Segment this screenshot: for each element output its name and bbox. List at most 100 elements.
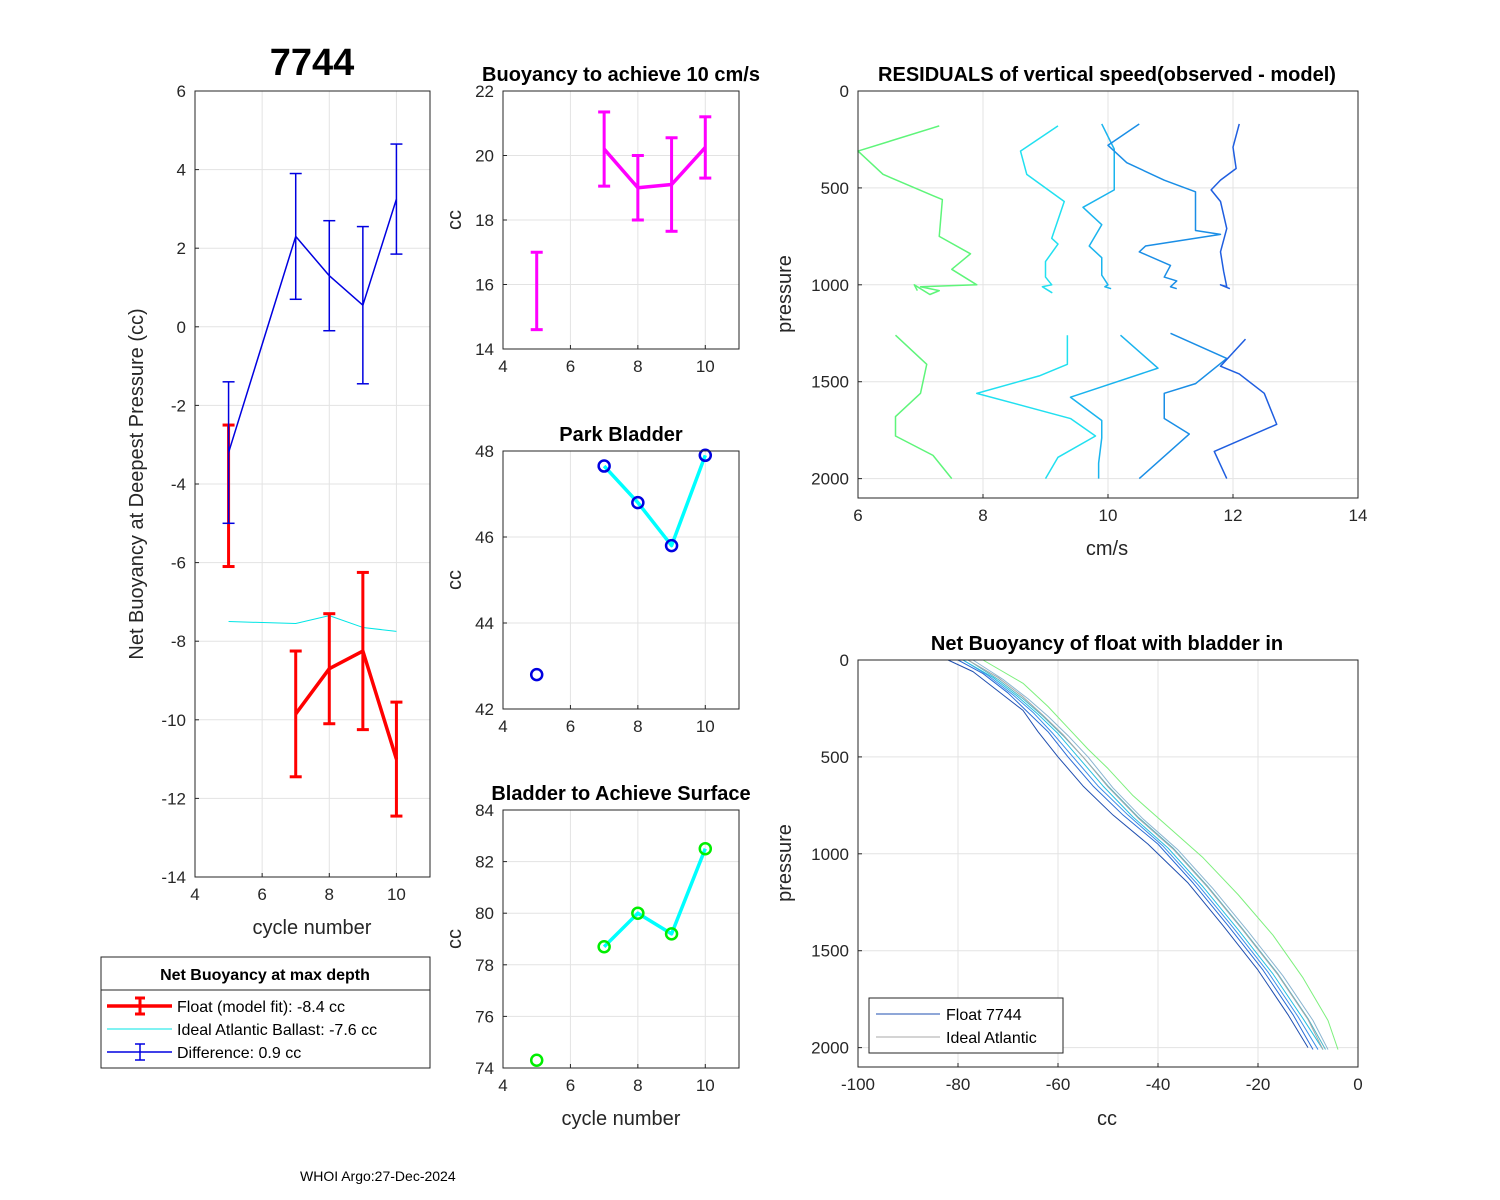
panel-profile-title: Net Buoyancy of float with bladder in bbox=[931, 633, 1283, 655]
main-xtick-label: 4 bbox=[190, 885, 199, 904]
legend-main-float-symbol bbox=[107, 996, 172, 1016]
residuals-xtick-label: 10 bbox=[1099, 506, 1118, 525]
surface-line bbox=[602, 848, 707, 948]
panel-main-ylabel: Net Buoyancy at Deepest Pressure (cc) bbox=[126, 308, 148, 659]
buoy10-ytick-label: 14 bbox=[475, 340, 494, 359]
residuals-ytick-label: 1500 bbox=[811, 373, 849, 392]
buoy10-ytick-label: 20 bbox=[475, 147, 494, 166]
surface-marker bbox=[597, 939, 611, 954]
surface-marker bbox=[664, 927, 679, 941]
main-ytick-label: -12 bbox=[161, 789, 186, 808]
residuals-light-blue-line bbox=[1082, 123, 1115, 290]
residuals-mid-blue-line bbox=[1107, 123, 1222, 290]
park-ytick-label: 42 bbox=[475, 700, 494, 719]
buoy10-errorbar bbox=[699, 115, 712, 180]
residuals-light-blue-line bbox=[1069, 334, 1159, 479]
main-ytick-label: -14 bbox=[161, 868, 186, 887]
park-ytick-label: 46 bbox=[475, 528, 494, 547]
main-xtick-label: 8 bbox=[325, 885, 334, 904]
surface-ytick-label: 80 bbox=[475, 904, 494, 923]
main-ytick-label: 6 bbox=[177, 82, 186, 101]
panel-surface-xlabel: cycle number bbox=[562, 1108, 681, 1130]
panel-park-ylabel: cc bbox=[444, 570, 466, 590]
panel-profile-xlabel: cc bbox=[1097, 1108, 1117, 1130]
panel-residuals-series bbox=[857, 123, 1278, 480]
profile-xtick-label: -20 bbox=[1246, 1075, 1271, 1094]
panel-surface-title: Bladder to Achieve Surface bbox=[491, 783, 750, 805]
panel-residuals-ticks: 6 8 10 12 14 0 500 1000 1500 2000 bbox=[811, 82, 1367, 525]
panel-profile-series bbox=[947, 659, 1339, 1050]
residuals-green-line bbox=[857, 125, 978, 296]
profile-ideal-4-line bbox=[967, 659, 1326, 1050]
residuals-ytick-label: 1000 bbox=[811, 276, 849, 295]
profile-ytick-label: 1000 bbox=[811, 845, 849, 864]
main-difference-errorbar bbox=[222, 381, 235, 525]
panel-buoy10-series bbox=[530, 110, 712, 332]
panel-surface-ylabel: cc bbox=[444, 929, 466, 949]
panel-main-xlabel: cycle number bbox=[253, 917, 372, 939]
panel-profile-ylabel: pressure bbox=[774, 824, 796, 902]
profile-xtick-label: -100 bbox=[841, 1075, 875, 1094]
main-float-errorbar bbox=[323, 612, 336, 726]
park-ytick-label: 48 bbox=[475, 442, 494, 461]
buoy10-xtick-label: 4 bbox=[498, 357, 507, 376]
residuals-ytick-label: 2000 bbox=[811, 470, 849, 489]
panel-profile: -100 -80 -60 -40 -20 0 0 500 1000 1500 2000 Net Bu… bbox=[774, 633, 1363, 1130]
legend-main-float-label: Float (model fit): -8.4 cc bbox=[177, 999, 345, 1016]
profile-ideal-atlantic-line bbox=[967, 659, 1324, 1050]
panel-main-difference-series bbox=[222, 143, 403, 525]
buoy10-ytick-label: 22 bbox=[475, 82, 494, 101]
panel-park-series bbox=[529, 448, 713, 682]
main-xtick-label: 10 bbox=[387, 885, 406, 904]
park-marker bbox=[631, 495, 645, 510]
main-float-errorbar bbox=[289, 649, 302, 779]
profile-ytick-label: 2000 bbox=[811, 1039, 849, 1058]
residuals-green-line bbox=[894, 334, 953, 480]
profile-ideal-1-line bbox=[957, 659, 1314, 1050]
main-ytick-label: -10 bbox=[161, 711, 186, 730]
park-xtick-label: 4 bbox=[498, 717, 507, 736]
panel-park-title: Park Bladder bbox=[559, 424, 683, 446]
buoy10-xtick-label: 10 bbox=[696, 357, 715, 376]
residuals-dark-blue-line bbox=[1213, 338, 1278, 479]
buoy10-line bbox=[602, 146, 707, 190]
surface-ytick-label: 84 bbox=[475, 801, 494, 820]
buoy10-errorbar bbox=[665, 136, 678, 233]
panel-surface-ticks: 4 6 8 10 74 76 78 80 82 84 bbox=[475, 801, 715, 1095]
buoy10-xtick-label: 8 bbox=[633, 357, 642, 376]
surface-ytick-label: 82 bbox=[475, 853, 494, 872]
park-marker bbox=[698, 448, 713, 463]
footer-stamp: WHOI Argo:27-Dec-2024 bbox=[300, 1168, 456, 1184]
panel-buoy10: 4 6 8 10 14 16 18 20 22 Buoyancy to achieve 10 c… bbox=[444, 64, 760, 376]
main-difference-errorbar bbox=[390, 143, 403, 255]
residuals-ytick-label: 0 bbox=[840, 82, 849, 101]
residuals-ytick-label: 500 bbox=[821, 179, 849, 198]
buoy10-errorbar bbox=[598, 110, 611, 188]
profile-xtick-label: -60 bbox=[1046, 1075, 1071, 1094]
legend-main: Net Buoyancy at max depth Float (model f… bbox=[100, 956, 431, 1069]
buoy10-errorbar bbox=[530, 250, 543, 332]
legend-profile-ideal-label: Ideal Atlantic bbox=[946, 1030, 1037, 1047]
park-marker bbox=[664, 538, 679, 553]
figure-title: 7744 bbox=[270, 42, 355, 84]
park-xtick-label: 6 bbox=[566, 717, 575, 736]
main-difference-errorbar bbox=[289, 172, 302, 301]
profile-ytick-label: 500 bbox=[821, 748, 849, 767]
residuals-cyan-line bbox=[976, 335, 1097, 479]
legend-main-title: Net Buoyancy at max depth bbox=[160, 967, 370, 984]
legend-main-difference-symbol bbox=[107, 1043, 172, 1061]
profile-xtick-label: -40 bbox=[1146, 1075, 1171, 1094]
panel-buoy10-ylabel: cc bbox=[444, 210, 466, 230]
legend-main-difference-label: Difference: 0.9 cc bbox=[177, 1045, 301, 1062]
profile-xtick-label: 0 bbox=[1353, 1075, 1362, 1094]
surface-ytick-label: 78 bbox=[475, 956, 494, 975]
profile-float-7744-line bbox=[947, 659, 1309, 1048]
legend-profile-float-label: Float 7744 bbox=[946, 1007, 1022, 1024]
residuals-cyan-line bbox=[1019, 125, 1065, 294]
panel-buoy10-ticks: 4 6 8 10 14 16 18 20 22 bbox=[475, 82, 715, 376]
panel-surface: 4 6 8 10 74 76 78 80 82 84 Bladder to Achieve Sur… bbox=[444, 783, 751, 1130]
